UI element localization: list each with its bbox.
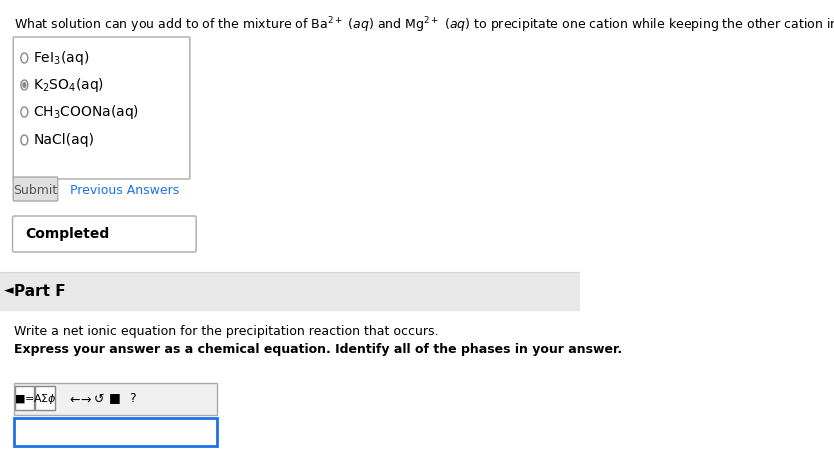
Text: ◄: ◄ xyxy=(3,284,13,298)
Text: $\rightarrow$: $\rightarrow$ xyxy=(78,393,93,406)
Text: Express your answer as a chemical equation. Identify all of the phases in your a: Express your answer as a chemical equati… xyxy=(14,343,622,356)
Circle shape xyxy=(23,82,27,88)
Text: A$\Sigma\phi$: A$\Sigma\phi$ xyxy=(33,392,57,406)
Text: Part F: Part F xyxy=(14,283,66,299)
Text: NaCl(aq): NaCl(aq) xyxy=(33,133,94,147)
FancyBboxPatch shape xyxy=(14,418,217,446)
Text: $\blacksquare$: $\blacksquare$ xyxy=(108,392,121,406)
Text: What solution can you add to of the mixture of Ba$^{2+}$ $(aq)$ and Mg$^{2+}$ $(: What solution can you add to of the mixt… xyxy=(14,15,834,35)
Text: $\leftarrow$: $\leftarrow$ xyxy=(67,393,81,406)
Circle shape xyxy=(21,80,28,90)
FancyBboxPatch shape xyxy=(15,386,34,410)
Text: Submit: Submit xyxy=(13,183,58,196)
FancyBboxPatch shape xyxy=(13,177,58,201)
Text: FeI$_3$(aq): FeI$_3$(aq) xyxy=(33,49,89,67)
Text: Completed: Completed xyxy=(26,227,110,241)
FancyBboxPatch shape xyxy=(13,37,190,179)
Circle shape xyxy=(21,107,28,117)
Text: Write a net ionic equation for the precipitation reaction that occurs.: Write a net ionic equation for the preci… xyxy=(14,325,439,338)
FancyBboxPatch shape xyxy=(14,383,217,415)
Text: CH$_3$COONa(aq): CH$_3$COONa(aq) xyxy=(33,103,139,121)
Text: $\circlearrowleft$: $\circlearrowleft$ xyxy=(91,393,105,406)
Text: Previous Answers: Previous Answers xyxy=(69,183,178,196)
Text: K$_2$SO$_4$(aq): K$_2$SO$_4$(aq) xyxy=(33,76,104,94)
FancyBboxPatch shape xyxy=(36,386,55,410)
Text: ?: ? xyxy=(129,393,136,406)
Circle shape xyxy=(21,135,28,145)
Circle shape xyxy=(21,53,28,63)
FancyBboxPatch shape xyxy=(13,216,196,252)
Bar xyxy=(0,272,580,310)
Text: $\blacksquare$=: $\blacksquare$= xyxy=(14,393,35,406)
